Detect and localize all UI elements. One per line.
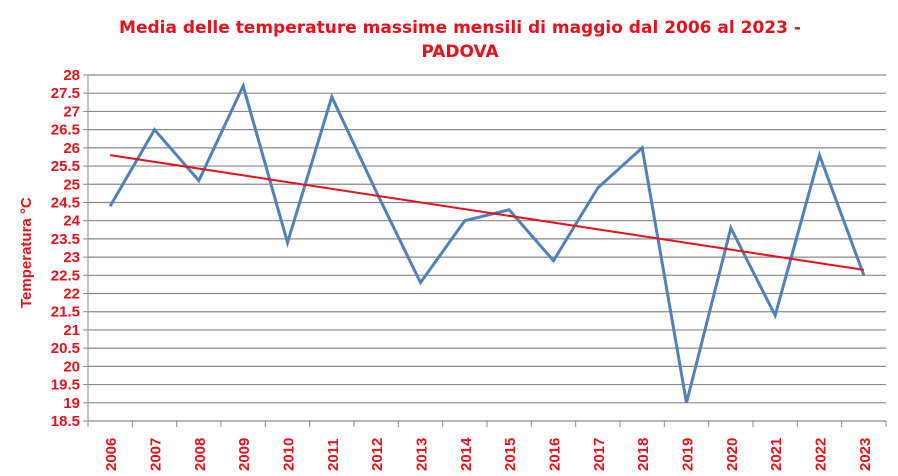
- y-tick-label: 22: [63, 286, 80, 303]
- x-tick-label: 2022: [813, 438, 830, 471]
- y-tick-label: 26: [63, 140, 80, 157]
- y-tick-label: 20: [63, 358, 80, 375]
- x-tick-label: 2015: [502, 438, 519, 471]
- y-tick-label: 19: [63, 395, 80, 412]
- x-tick-label: 2017: [591, 438, 608, 471]
- x-tick-label: 2010: [281, 438, 298, 471]
- x-tick-label: 2014: [458, 437, 475, 471]
- y-tick-label: 25: [63, 176, 80, 193]
- title-line2: PADOVA: [421, 42, 499, 62]
- x-tick-label: 2011: [325, 438, 342, 471]
- y-tick-label: 27.5: [51, 85, 80, 102]
- y-tick-label: 18.5: [51, 413, 80, 430]
- x-tick-label: 2016: [547, 438, 564, 471]
- x-tick-label: 2009: [236, 438, 253, 471]
- trend-line: [110, 154, 864, 271]
- chart-title: Media delle temperature massime mensili …: [60, 16, 860, 64]
- x-tick-label: 2021: [768, 438, 785, 471]
- y-tick-label: 26.5: [51, 122, 80, 139]
- x-tick-label: 2006: [103, 438, 120, 471]
- y-tick-label: 28: [63, 67, 80, 84]
- y-tick-label: 24.5: [51, 194, 80, 211]
- y-tick-label: 21.5: [51, 304, 80, 321]
- x-tick-label: 2008: [192, 438, 209, 471]
- y-tick-label: 23.5: [51, 231, 80, 248]
- series-line: [108, 81, 866, 404]
- x-tick-label: 2012: [369, 438, 386, 471]
- x-tick-label: 2019: [680, 438, 697, 471]
- y-tick-label: 20.5: [51, 340, 80, 357]
- y-tick-label: 27: [63, 103, 80, 120]
- y-axis-label: Temperatura °C: [18, 197, 35, 308]
- y-tick-label: 25.5: [51, 158, 80, 175]
- title-line1: Media delle temperature massime mensili …: [119, 18, 801, 38]
- x-tick-label: 2018: [635, 438, 652, 471]
- y-tick-label: 19.5: [51, 377, 80, 394]
- y-tick-label: 24: [63, 213, 80, 230]
- y-tick-label: 22.5: [51, 267, 80, 284]
- x-tick-label: 2023: [857, 438, 874, 471]
- x-tick-label: 2007: [148, 438, 165, 471]
- x-tick-label: 2020: [724, 438, 741, 471]
- y-tick-label: 23: [63, 249, 80, 266]
- y-tick-label: 21: [63, 322, 80, 339]
- x-tick-label: 2013: [414, 438, 431, 471]
